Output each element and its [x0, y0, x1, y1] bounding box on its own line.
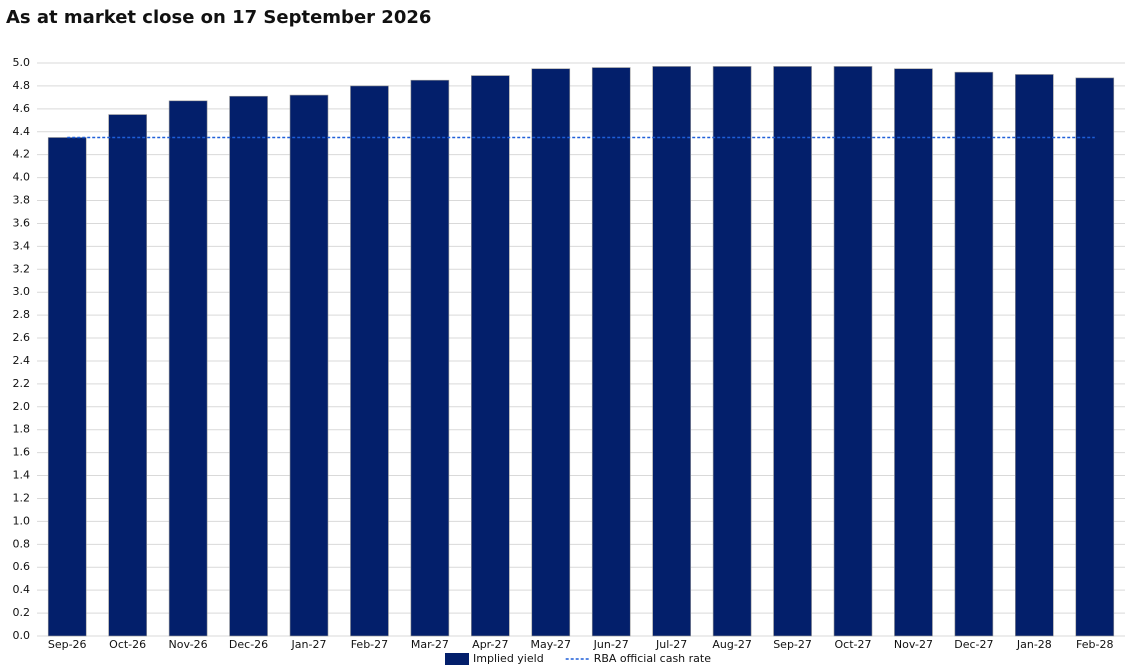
y-tick-label: 3.6 — [13, 216, 31, 229]
y-tick-label: 2.4 — [13, 354, 31, 367]
y-tick-label: 1.6 — [13, 446, 31, 459]
bar — [712, 66, 752, 637]
y-tick-label: 0.2 — [13, 606, 31, 619]
y-tick-label: 3.4 — [13, 239, 31, 252]
bar — [1015, 74, 1054, 637]
y-tick-label: 4.8 — [13, 79, 31, 92]
legend-label: RBA official cash rate — [594, 652, 712, 665]
y-tick-label: 3.2 — [13, 262, 31, 275]
bar — [1075, 77, 1115, 637]
y-tick-label: 1.2 — [13, 491, 31, 504]
x-tick-label: Feb-28 — [1076, 638, 1113, 651]
x-tick-label: Feb-27 — [351, 638, 388, 651]
y-tick-label: 4.0 — [13, 171, 31, 184]
x-tick-label: Dec-27 — [954, 638, 993, 651]
x-tick-label: Oct-26 — [109, 638, 146, 651]
bar — [591, 67, 631, 637]
bar — [289, 94, 329, 637]
x-tick-label: Aug-27 — [712, 638, 751, 651]
x-tick-label: Mar-27 — [411, 638, 449, 651]
y-tick-label: 2.2 — [13, 377, 31, 390]
bar — [47, 137, 87, 637]
y-tick-label: 0.8 — [13, 537, 31, 550]
y-tick-label: 5.0 — [13, 56, 31, 69]
legend-swatch — [445, 653, 469, 665]
bar — [954, 71, 994, 637]
y-tick-label: 3.0 — [13, 285, 31, 298]
x-tick-label: Sep-27 — [773, 638, 812, 651]
y-tick-label: 1.8 — [13, 423, 31, 436]
y-tick-label: 2.0 — [13, 400, 31, 413]
bar — [652, 66, 691, 637]
bar — [168, 100, 208, 637]
bar — [833, 66, 873, 637]
bar — [410, 79, 450, 637]
x-tick-label: Jul-27 — [655, 638, 687, 651]
x-tick-label: May-27 — [531, 638, 572, 651]
y-tick-label: 4.2 — [13, 148, 31, 161]
y-tick-label: 2.6 — [13, 331, 31, 344]
bar — [350, 85, 389, 637]
x-tick-label: Jan-28 — [1016, 638, 1052, 651]
x-tick-label: Dec-26 — [229, 638, 268, 651]
x-tick-label: Nov-26 — [169, 638, 208, 651]
y-tick-label: 3.8 — [13, 194, 31, 207]
x-tick-label: Nov-27 — [894, 638, 933, 651]
bar — [229, 95, 268, 637]
x-tick-label: Jan-27 — [291, 638, 327, 651]
bar — [108, 114, 147, 637]
y-tick-label: 1.4 — [13, 469, 31, 482]
bar — [531, 68, 571, 637]
legend-label: Implied yield — [473, 652, 544, 665]
y-tick-label: 0.6 — [13, 560, 31, 573]
x-tick-label: Oct-27 — [835, 638, 872, 651]
bar — [471, 75, 510, 637]
y-tick-label: 0.0 — [13, 629, 31, 642]
x-tick-label: Jun-27 — [593, 638, 629, 651]
y-tick-label: 1.0 — [13, 514, 31, 527]
x-tick-label: Apr-27 — [472, 638, 508, 651]
y-tick-label: 2.8 — [13, 308, 31, 321]
y-tick-label: 0.4 — [13, 583, 31, 596]
chart-title: As at market close on 17 September 2026 — [6, 7, 431, 28]
bar — [894, 68, 933, 637]
x-tick-label: Sep-26 — [48, 638, 87, 651]
y-tick-label: 4.6 — [13, 102, 31, 115]
y-tick-label: 4.4 — [13, 125, 31, 138]
bar — [773, 66, 812, 637]
